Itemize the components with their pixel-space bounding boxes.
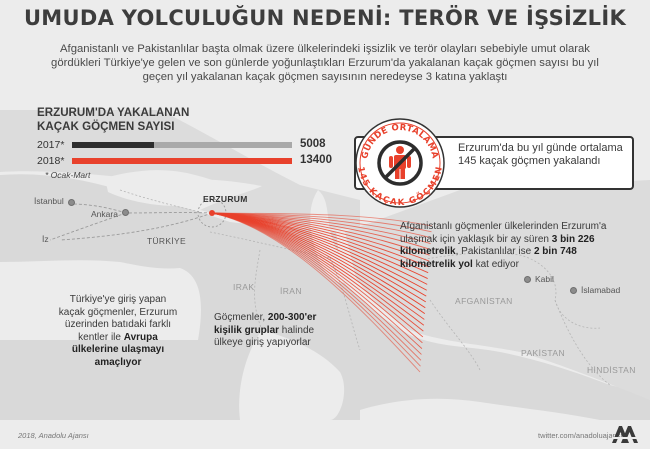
callout-text: Erzurum'da bu yıl günde ortalama 145 kaç…: [458, 142, 623, 167]
stats-footnote: * Ocak-Mart: [45, 170, 91, 180]
info-groups: Göçmenler, 200-300'er kişilik gruplar ha…: [214, 312, 334, 350]
dot-ankara: [122, 209, 129, 216]
stats-title-line1: ERZURUM'DA YAKALANAN: [37, 106, 190, 119]
info-distance-text-2: , Pakistanlılar ise: [455, 246, 534, 258]
bar-year-2018: 2018*: [37, 155, 65, 167]
info-groups-text-1: Göçmenler,: [214, 312, 268, 323]
migration-routes: [211, 212, 433, 373]
page-subtitle: Afganistanlı ve Pakistanlılar başta olma…: [51, 43, 599, 83]
info-distance-bold-2: 2 bin 748 kilometrelik yol: [400, 246, 577, 270]
footer-twitter: twitter.com/anadoluajansi: [538, 431, 623, 440]
aa-logo-icon: [612, 426, 638, 443]
dot-islamabad: [570, 287, 577, 294]
black-sea: [105, 170, 240, 206]
label-izmir: İz: [42, 234, 49, 244]
info-destination: Türkiye'ye giriş yapan kaçak göçmenler, …: [57, 294, 179, 370]
label-erzurum: ERZURUM: [203, 194, 248, 204]
label-iran: İRAN: [280, 286, 302, 296]
label-iraq: IRAK: [233, 282, 255, 292]
erzurum-dot: [209, 210, 215, 216]
dot-istanbul: [68, 199, 75, 206]
page-title: UMUDA YOLCULUĞUN NEDENİ: TERÖR VE İŞSİZL…: [23, 6, 627, 30]
westward-routes: [49, 203, 213, 241]
info-groups-text-2: halinde ülkeye giriş yapıyorlar: [214, 324, 315, 349]
info-destination-bold: Avrupa ülkelerine ulaşmayı amaçlıyor: [71, 331, 165, 368]
label-islamabad: İslamabad: [581, 285, 621, 295]
stats-title-line2: KAÇAK GÖÇMEN SAYISI: [37, 120, 175, 133]
bar-track-2017: [72, 142, 292, 148]
no-migrant-icon: [377, 140, 423, 186]
footer-credit: 2018, Anadolu Ajansı: [18, 431, 89, 440]
info-distance-bold-1: 3 bin 226 kilometrelik: [400, 233, 595, 258]
daily-average-badge: GÜNDE ORTALAMA 145 KAÇAK GÖÇMEN: [355, 118, 445, 208]
info-groups-bold: 200-300'er kişilik gruplar: [214, 312, 317, 336]
country-borders: [119, 189, 611, 386]
label-turkey: TÜRKİYE: [147, 236, 186, 246]
label-kabul: Kabil: [535, 274, 554, 284]
stats-title: ERZURUM'DA YAKALANAN KAÇAK GÖÇMEN SAYISI: [37, 106, 237, 134]
label-ankara: Ankara: [91, 209, 118, 219]
label-pakistan: PAKİSTAN: [521, 348, 565, 358]
bar-fill-2018: [72, 158, 292, 164]
land-north: [0, 110, 360, 230]
land-europe-turkey: [0, 174, 650, 420]
bar-value-2017: 5008: [300, 138, 326, 150]
bar-track-2018: [72, 158, 292, 164]
bar-value-2018: 13400: [300, 154, 332, 166]
label-istanbul: İstanbul: [34, 196, 64, 206]
info-distance-text-1: Afganistanlı göçmenler ülkelerinden Erzu…: [400, 221, 607, 245]
info-distance: Afganistanlı göçmenler ülkelerinden Erzu…: [400, 221, 625, 271]
info-distance-text-3: kat ediyor: [472, 258, 519, 270]
label-india: HİNDİSTAN: [587, 365, 636, 375]
mediterranean-sea: [0, 260, 201, 340]
info-destination-text: Türkiye'ye giriş yapan kaçak göçmenler, …: [58, 294, 178, 343]
arabian-sea: [360, 398, 600, 420]
dot-kabul: [524, 276, 531, 283]
label-afghanistan: AFGANİSTAN: [455, 296, 513, 306]
persian-gulf: [239, 330, 345, 420]
bar-fill-2017: [72, 142, 155, 148]
migration-route-line: [211, 212, 421, 373]
bar-year-2017: 2017*: [37, 139, 65, 151]
